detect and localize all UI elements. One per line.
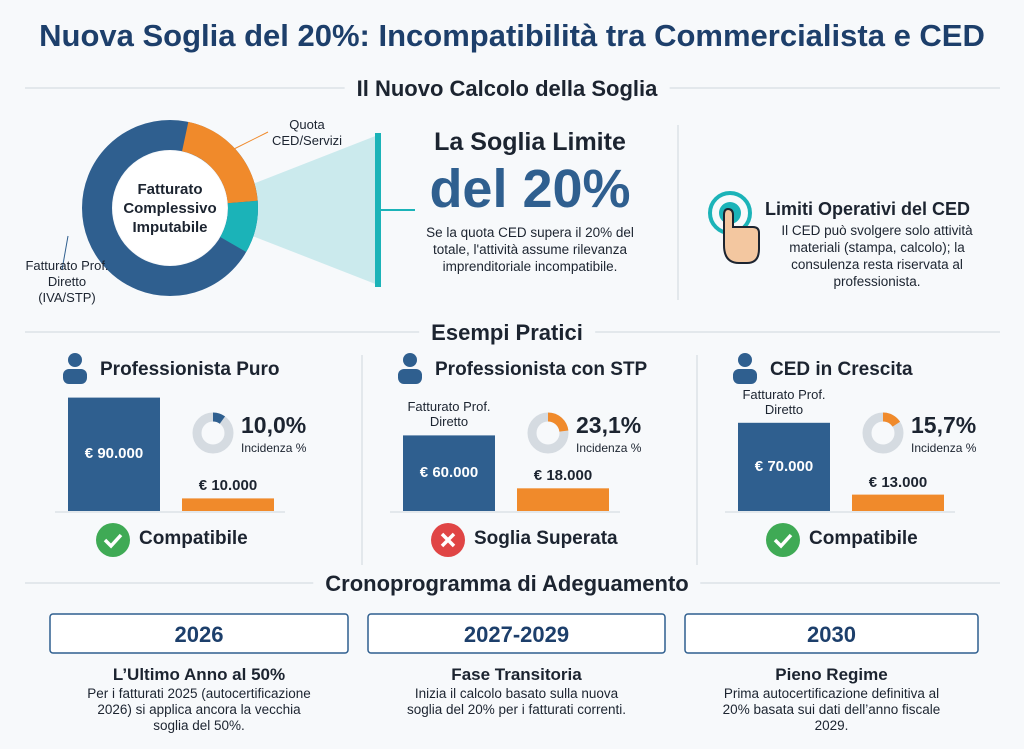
- threshold-label: La Soglia Limite: [434, 128, 626, 156]
- title-icon: [68, 353, 82, 367]
- donut-label: Fatturato Prof. Diretto (IVA/STP): [25, 258, 109, 305]
- status-icon: [96, 523, 130, 557]
- section-heading: Cronoprogramma di Adeguamento: [313, 571, 701, 597]
- year-box: [49, 613, 349, 654]
- bar-label: € 18.000: [533, 467, 593, 485]
- year-box: [367, 613, 666, 654]
- phase-text: Prima autocertificazione definitiva al 2…: [722, 686, 941, 733]
- limits-text: Il CED può svolgere solo attività materi…: [781, 223, 973, 289]
- bar-direct: [68, 397, 160, 511]
- icon-hand: [723, 207, 760, 264]
- touch-icon: [708, 191, 760, 264]
- status-glyph: [103, 533, 123, 549]
- section-heading: Esempi Pratici: [419, 320, 595, 346]
- year: 2030: [807, 622, 856, 647]
- status-text: Compatibile: [139, 528, 248, 549]
- phase-text: Per i fatturati 2025 (autocertificazione…: [87, 686, 311, 733]
- year: 2026: [174, 622, 224, 647]
- example-title: Professionista con STP: [435, 359, 648, 380]
- incidence-track: [192, 412, 234, 454]
- incidence-label: Incidenza %: [911, 441, 977, 455]
- bar-label: € 90.000: [84, 445, 144, 463]
- section-heading: Il Nuovo Calcolo della Soglia: [344, 76, 670, 102]
- bar-direct: [403, 435, 495, 511]
- bar-direct: [738, 422, 830, 511]
- bar-ced: [182, 498, 274, 511]
- donut-hole: [113, 151, 227, 265]
- donut-teal: [219, 200, 258, 252]
- title-icon: [63, 369, 87, 384]
- status-glyph: [440, 532, 456, 548]
- bar-caption: Fatturato Prof. Diretto: [407, 399, 491, 430]
- status-text: Compatibile: [809, 528, 918, 549]
- bar-ced: [852, 494, 944, 511]
- title-icon: [733, 369, 757, 384]
- phase-title: L’Ultimo Anno al 50%: [112, 665, 286, 684]
- leader: [61, 235, 69, 271]
- status-glyph: [773, 533, 793, 549]
- phase-title: Pieno Regime: [775, 665, 888, 684]
- bar-label: € 70.000: [754, 457, 814, 475]
- title: Nuova Soglia del 20%: Incompatibilità tr…: [39, 18, 985, 53]
- incidence-value: 15,7%: [911, 412, 977, 438]
- title-icon: [738, 353, 752, 367]
- bar-label: € 13.000: [868, 473, 928, 491]
- threshold-text: Se la quota CED supera il 20% del totale…: [426, 225, 634, 274]
- bar-caption: Fatturato Prof. Diretto: [742, 386, 826, 417]
- year: 2027-2029: [463, 622, 570, 647]
- bar-ced: [517, 488, 609, 511]
- timeline-boxes: [49, 613, 979, 654]
- incidence-arc: [212, 412, 226, 424]
- incidence-value: 10,0%: [241, 412, 307, 438]
- incidence-label: Incidenza %: [241, 441, 307, 455]
- incidence-arc: [547, 412, 569, 433]
- donut-ced: [181, 121, 258, 204]
- example-title: CED in Crescita: [770, 359, 913, 380]
- bar-label: € 10.000: [198, 477, 258, 495]
- year-box: [684, 613, 979, 654]
- incidence-label: Incidenza %: [576, 441, 642, 455]
- main-donut: [82, 120, 258, 296]
- donut-center: Fatturato Complessivo Imputabile: [123, 181, 217, 236]
- incidence-arc: [882, 412, 901, 428]
- beam: [250, 135, 378, 285]
- threshold-value: del 20%: [429, 159, 631, 219]
- bar-label: € 60.000: [419, 464, 479, 482]
- phase-text: Inizia il calcolo basato sulla nuova sog…: [406, 686, 627, 717]
- bracket: [375, 133, 381, 287]
- status-icon: [766, 523, 800, 557]
- incidence-value: 23,1%: [576, 412, 642, 438]
- status-text: Soglia Superata: [474, 528, 618, 549]
- title-icon: [398, 369, 422, 384]
- leader: [231, 131, 269, 151]
- title-icon: [403, 353, 417, 367]
- donut-label: Quota CED/Servizi: [272, 117, 343, 148]
- limits-title: Limiti Operativi del CED: [765, 199, 971, 219]
- phase-title: Fase Transitoria: [451, 665, 582, 684]
- example-title: Professionista Puro: [100, 359, 280, 380]
- example-graphics: [55, 353, 955, 557]
